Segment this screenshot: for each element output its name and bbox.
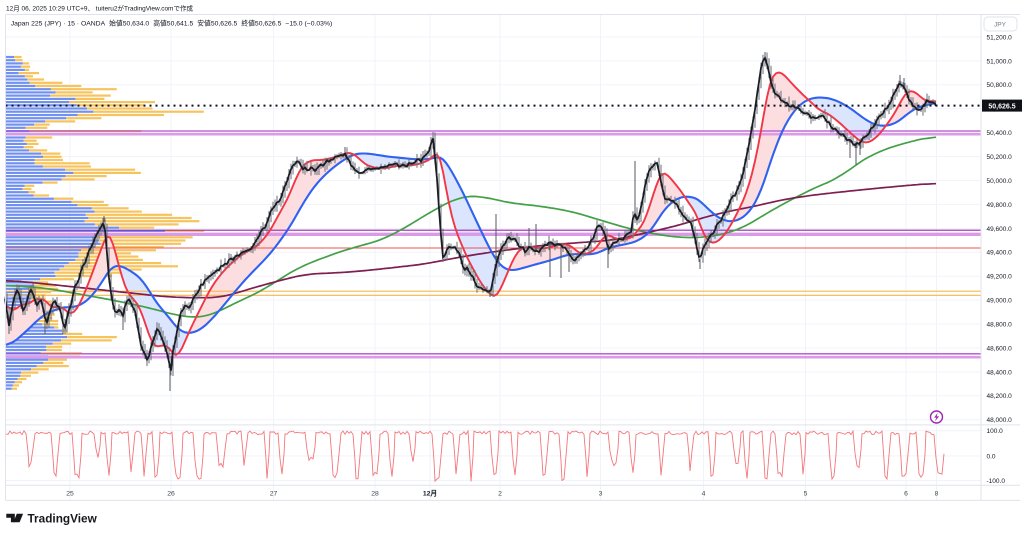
svg-text:51,200.0: 51,200.0 xyxy=(987,34,1013,41)
svg-text:49,400.0: 49,400.0 xyxy=(987,250,1013,257)
svg-text:5: 5 xyxy=(804,491,808,498)
svg-text:26: 26 xyxy=(167,491,175,498)
svg-text:50,200.0: 50,200.0 xyxy=(987,154,1013,161)
svg-text:2: 2 xyxy=(498,491,502,498)
svg-text:49,000.0: 49,000.0 xyxy=(987,298,1013,305)
svg-text:27: 27 xyxy=(270,491,278,498)
svg-text:12月: 12月 xyxy=(423,490,437,498)
svg-text:50,800.0: 50,800.0 xyxy=(987,82,1013,89)
svg-text:49,800.0: 49,800.0 xyxy=(987,202,1013,209)
svg-text:50,400.0: 50,400.0 xyxy=(987,130,1013,137)
svg-text:0.0: 0.0 xyxy=(987,453,996,460)
svg-text:6: 6 xyxy=(904,491,908,498)
svg-text:48,800.0: 48,800.0 xyxy=(987,321,1013,328)
svg-text:8: 8 xyxy=(935,491,939,498)
svg-text:50,000.0: 50,000.0 xyxy=(987,178,1013,185)
svg-text:TradingView: TradingView xyxy=(28,511,98,525)
svg-text:25: 25 xyxy=(66,491,74,498)
svg-text:48,600.0: 48,600.0 xyxy=(987,345,1013,352)
svg-text:28: 28 xyxy=(371,491,379,498)
svg-text:JPY: JPY xyxy=(994,22,1007,29)
svg-text:51,000.0: 51,000.0 xyxy=(987,58,1013,65)
svg-text:4: 4 xyxy=(702,491,706,498)
svg-text:12月 06, 2025 10:29 UTC+9、 tuit: 12月 06, 2025 10:29 UTC+9、 tuiteru2がTradi… xyxy=(6,4,193,13)
svg-text:49,200.0: 49,200.0 xyxy=(987,274,1013,281)
svg-text:50,626.5: 50,626.5 xyxy=(988,103,1015,110)
svg-text:48,400.0: 48,400.0 xyxy=(987,369,1013,376)
svg-text:3: 3 xyxy=(599,491,603,498)
svg-text:100.0: 100.0 xyxy=(987,428,1004,435)
svg-text:49,600.0: 49,600.0 xyxy=(987,226,1013,233)
svg-text:48,200.0: 48,200.0 xyxy=(987,393,1013,400)
svg-text:48,000.0: 48,000.0 xyxy=(987,417,1013,424)
svg-text:-100.0: -100.0 xyxy=(987,478,1006,485)
